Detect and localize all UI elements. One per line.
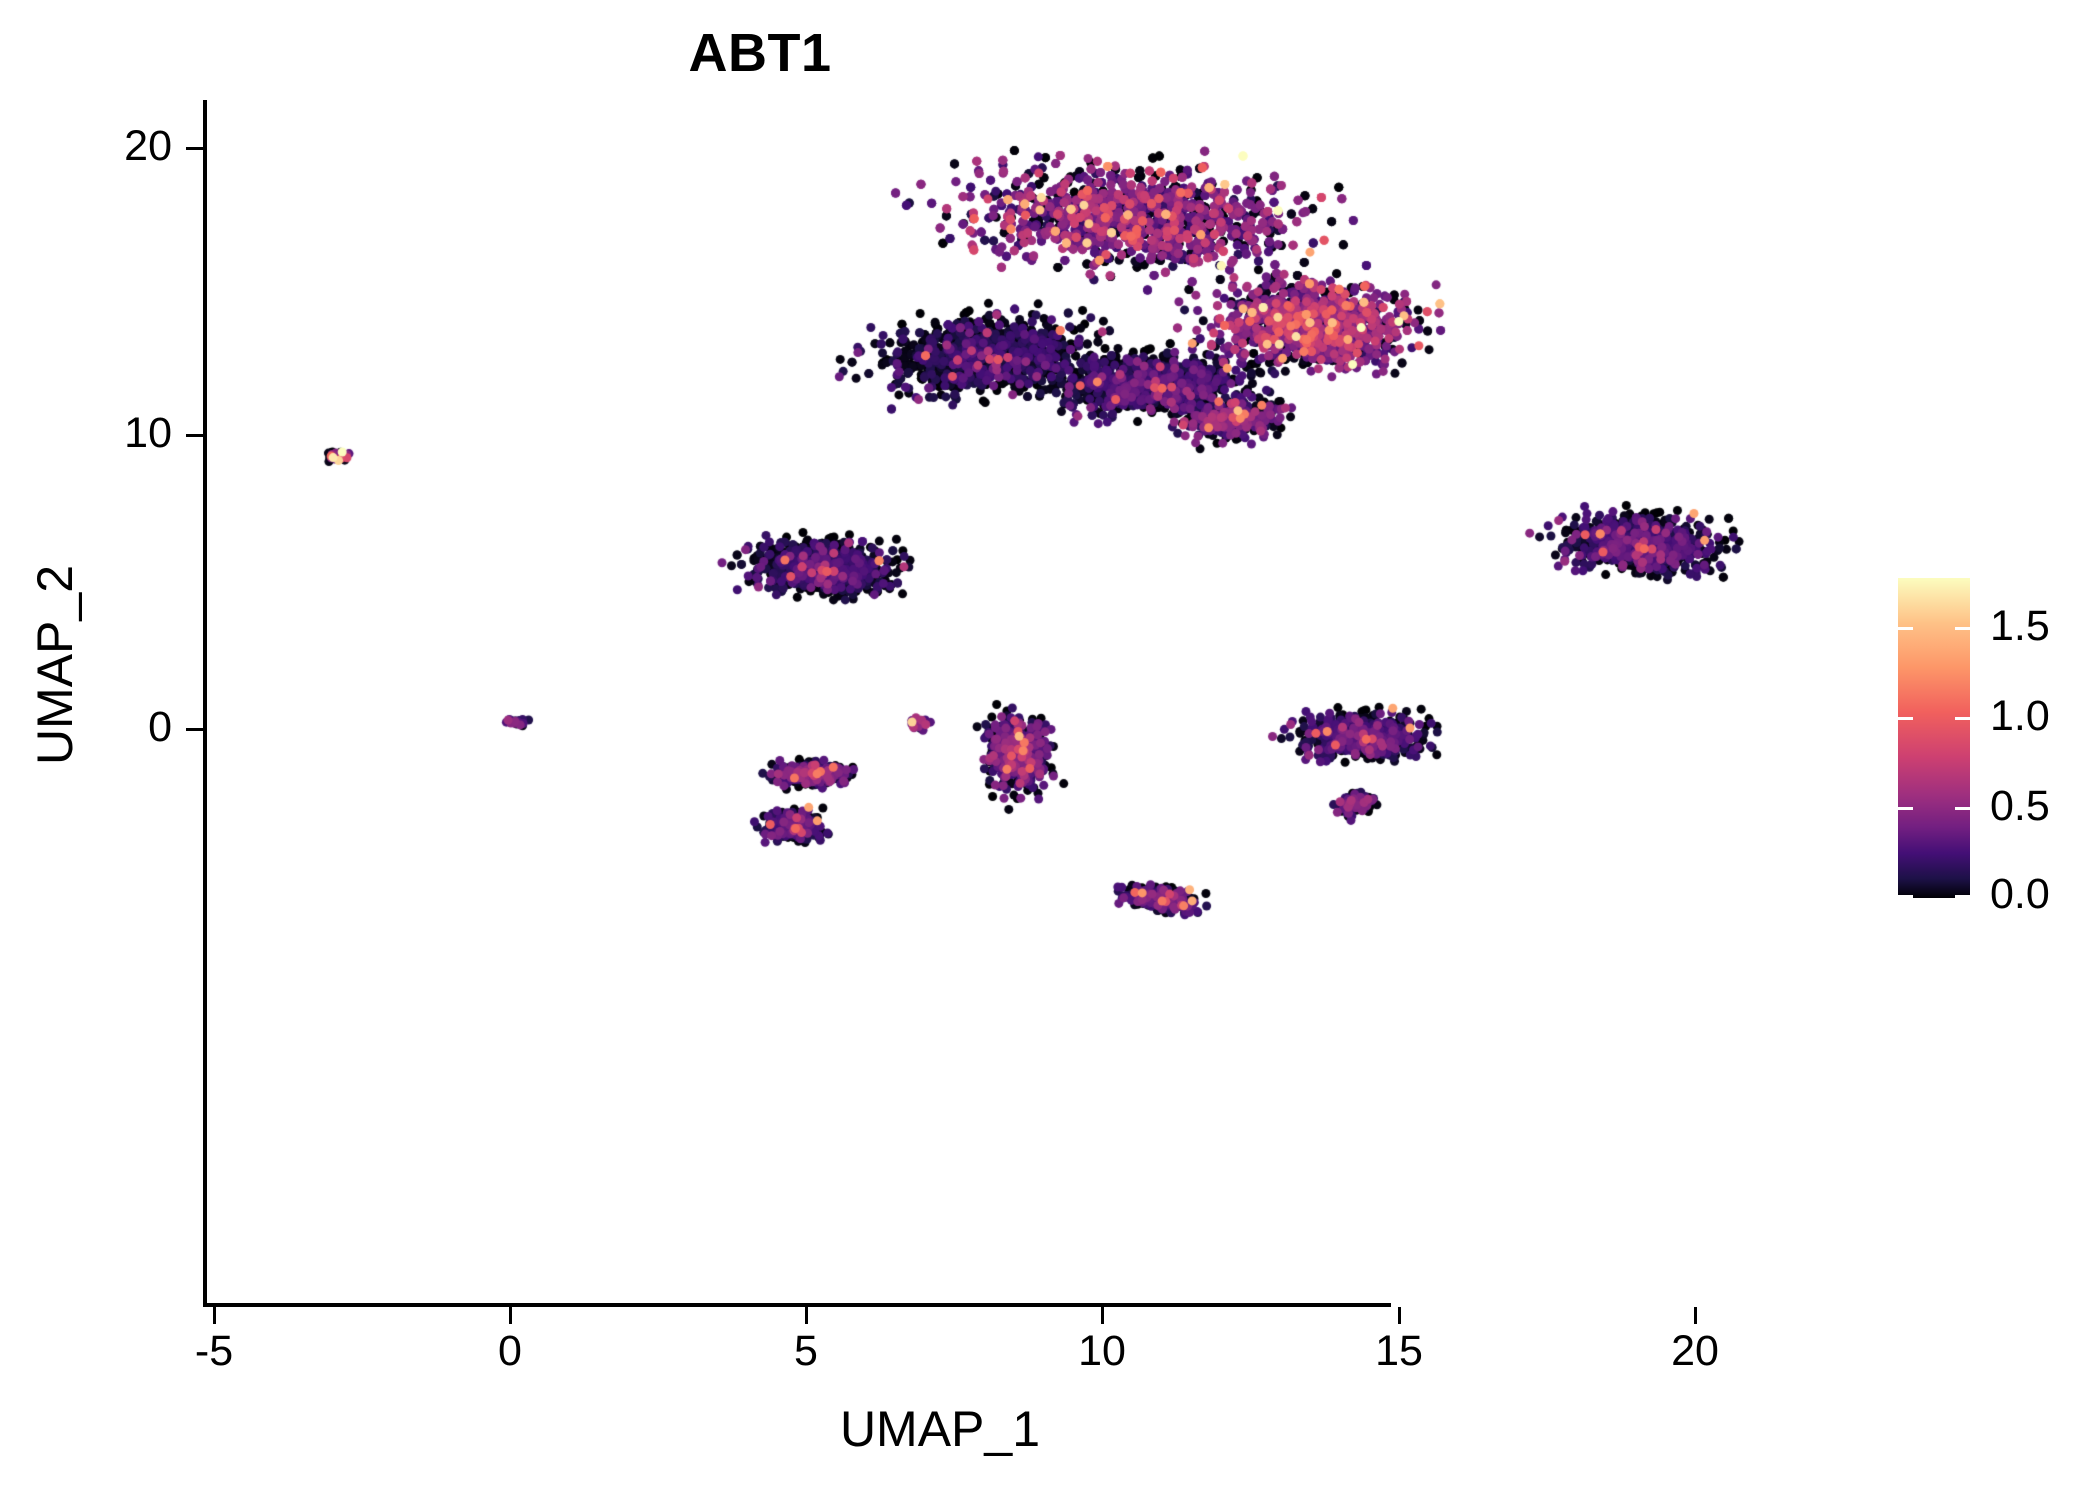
y-tick-label: 0 [148,703,172,751]
page-title: ABT1 [688,23,832,83]
colorbar-tick [1955,717,1970,720]
x-tick-mark [1101,1307,1104,1324]
colorbar-tick [1955,627,1970,630]
x-axis-line [203,1303,1391,1307]
colorbar-tick [1955,895,1970,898]
colorbar-tick [1898,807,1913,810]
x-tick-label: 10 [1078,1327,1126,1375]
colorbar-tick-label: 1.5 [1990,602,2050,650]
x-tick-mark [213,1307,216,1324]
x-tick-label: 15 [1375,1327,1423,1375]
x-tick-mark [1694,1307,1697,1324]
x-tick-label: 0 [498,1327,522,1375]
colorbar-tick-label: 1.0 [1990,692,2050,740]
x-axis-title: UMAP_1 [839,1401,1041,1457]
colorbar-tick [1898,717,1913,720]
y-tick-label: 10 [124,409,172,457]
colorbar-tick [1898,627,1913,630]
x-tick-label: -5 [194,1327,234,1375]
colorbar-tick-label: 0.5 [1990,782,2050,830]
x-tick-label: 5 [794,1327,818,1375]
y-tick-label: 20 [124,122,172,170]
colorbar-tick [1955,807,1970,810]
colorbar-gradient [1898,578,1970,898]
colorbar-legend: 1.5 1.0 0.5 0.0 [1898,578,2098,916]
y-tick-mark [186,147,203,150]
y-axis-title: UMAP_2 [27,564,83,766]
colorbar-tick-label: 0.0 [1990,870,2050,918]
x-tick-mark [1398,1307,1401,1324]
x-tick-mark [509,1307,512,1324]
y-axis-line [203,100,207,1307]
x-tick-label: 20 [1671,1327,1719,1375]
y-tick-mark [186,434,203,437]
x-tick-mark [805,1307,808,1324]
colorbar-tick [1898,895,1913,898]
y-tick-mark [186,728,203,731]
